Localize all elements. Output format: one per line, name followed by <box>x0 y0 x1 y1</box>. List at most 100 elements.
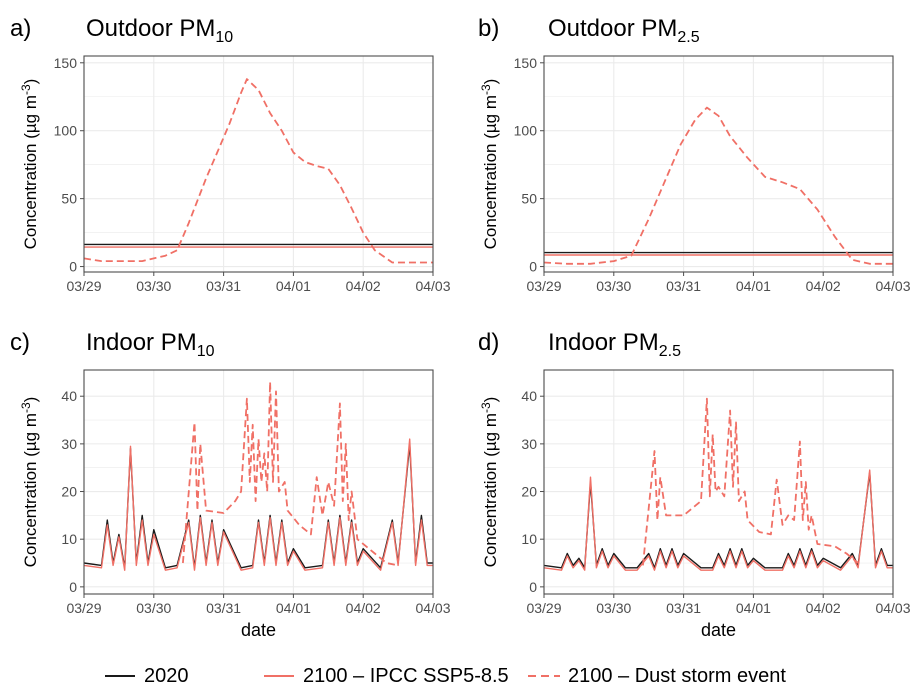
legend-label-2100-dust: 2100 – Dust storm event <box>568 665 786 687</box>
plot-background <box>84 56 433 272</box>
y-axis-label-close: ) <box>21 79 40 85</box>
series-line-2100-dust <box>83 78 433 264</box>
y-tick-label: 150 <box>54 55 78 71</box>
y-tick-label: 40 <box>61 388 77 404</box>
panel-c: 0 10 20 30 40 03/29 03/30 03/31 04/01 04/02 04/03 c… <box>10 329 451 640</box>
panel-title: Outdoor PM2.5 <box>548 15 700 46</box>
x-tick-label: 03/31 <box>206 600 241 616</box>
y-tick-label: 0 <box>69 259 77 275</box>
x-tick-label: 03/30 <box>136 278 171 294</box>
y-tick-label: 20 <box>521 484 537 500</box>
x-tick-label: 04/03 <box>875 600 910 616</box>
series-line-2100-dust <box>543 106 893 265</box>
x-tick-label: 04/03 <box>415 600 450 616</box>
plot-background <box>84 370 433 594</box>
y-axis-label: Concentration (µg m-3) <box>479 397 500 568</box>
x-tick-label: 03/31 <box>206 278 241 294</box>
y-tick-label: 0 <box>529 579 537 595</box>
panel-title-main: Indoor PM <box>548 329 659 356</box>
panel-d: 0 10 20 30 40 03/29 03/30 03/31 04/01 04/02 04/03 d… <box>478 329 911 640</box>
x-tick-label: 04/01 <box>276 600 311 616</box>
panel-b: 0 50 100 150 03/29 03/30 03/31 04/01 04/02 04/03 b… <box>478 15 911 294</box>
y-tick-label: 150 <box>514 55 538 71</box>
x-tick-label: 03/31 <box>666 278 701 294</box>
plot-frame <box>543 55 894 273</box>
series-line-2100-ssp <box>543 469 893 571</box>
panel-title-subscript: 2.5 <box>677 29 699 46</box>
panel-letter: c) <box>10 329 30 356</box>
legend-label-2020: 2020 <box>144 665 189 687</box>
y-axis-label-close: ) <box>21 397 40 403</box>
x-tick-label: 04/01 <box>736 278 771 294</box>
panel-title-main: Indoor PM <box>86 329 197 356</box>
y-axis-label: Concentration (µg m-3) <box>19 397 40 568</box>
y-tick-label: 10 <box>61 531 77 547</box>
panel-title: Indoor PM2.5 <box>548 329 681 360</box>
y-axis-label-close: ) <box>481 79 500 85</box>
y-tick-label: 20 <box>61 484 77 500</box>
plot-frame <box>83 55 434 273</box>
y-axis-label-exponent: -3 <box>479 402 493 413</box>
y-axis-label-text: Concentration (µg m <box>481 413 500 567</box>
series-group <box>83 381 433 571</box>
x-tick-label: 04/01 <box>736 600 771 616</box>
panel-title-subscript: 2.5 <box>659 343 681 360</box>
y-tick-label: 0 <box>69 579 77 595</box>
x-tick-label: 03/30 <box>596 600 631 616</box>
x-tick-label: 03/30 <box>136 600 171 616</box>
legend-label-2100-ssp: 2100 – IPCC SSP5-8.5 <box>303 665 509 687</box>
legend: 2020 2100 – IPCC SSP5-8.5 2100 – Dust st… <box>105 665 786 687</box>
y-tick-label: 0 <box>529 259 537 275</box>
panel-a: 0 50 100 150 03/29 03/30 03/31 04/01 04/02 04/03 a… <box>10 15 451 294</box>
plot-frame <box>543 369 894 595</box>
plot-background <box>544 56 893 272</box>
y-axis-label: Concentration (µg m-3) <box>19 79 40 250</box>
x-tick-label: 04/02 <box>346 600 381 616</box>
series-line-2100-dust <box>642 397 859 566</box>
x-tick-label: 04/03 <box>875 278 910 294</box>
y-tick-label: 30 <box>521 436 537 452</box>
panel-letter: b) <box>478 15 499 42</box>
x-tick-label: 03/29 <box>66 278 101 294</box>
y-tick-label: 10 <box>521 531 537 547</box>
x-axis-label: date <box>701 620 736 640</box>
y-axis-label-text: Concentration (µg m <box>21 95 40 249</box>
series-line-2020 <box>543 471 893 569</box>
series-group <box>543 397 893 571</box>
x-tick-label: 04/03 <box>415 278 450 294</box>
y-axis-label-text: Concentration (µg m <box>21 413 40 567</box>
y-axis-label: Concentration (µg m-3) <box>479 79 500 250</box>
y-tick-label: 50 <box>61 191 77 207</box>
panel-letter: d) <box>478 329 499 356</box>
panel-title: Indoor PM10 <box>86 329 215 360</box>
panel-title-main: Outdoor PM <box>548 15 677 42</box>
y-tick-label: 100 <box>54 123 78 139</box>
series-group <box>543 106 893 265</box>
x-tick-label: 03/29 <box>526 600 561 616</box>
x-axis-label: date <box>241 620 276 640</box>
y-tick-label: 50 <box>521 191 537 207</box>
panel-title-main: Outdoor PM <box>86 15 215 42</box>
x-tick-label: 04/02 <box>806 600 841 616</box>
y-axis-label-exponent: -3 <box>479 84 493 95</box>
y-tick-label: 40 <box>521 388 537 404</box>
x-tick-label: 04/02 <box>346 278 381 294</box>
x-tick-label: 04/01 <box>276 278 311 294</box>
x-tick-label: 04/02 <box>806 278 841 294</box>
y-axis-label-close: ) <box>481 397 500 403</box>
series-group <box>83 78 433 264</box>
x-tick-label: 03/30 <box>596 278 631 294</box>
x-tick-label: 03/29 <box>66 600 101 616</box>
y-tick-label: 100 <box>514 123 538 139</box>
series-line-2100-ssp <box>83 438 433 571</box>
plot-frame <box>83 369 434 595</box>
panel-title-subscript: 10 <box>197 343 215 360</box>
y-axis-label-text: Concentration (µg m <box>481 95 500 249</box>
series-line-2100-dust <box>182 381 399 567</box>
panel-title: Outdoor PM10 <box>86 15 233 46</box>
y-axis-label-exponent: -3 <box>19 84 33 95</box>
x-tick-label: 03/29 <box>526 278 561 294</box>
panel-title-subscript: 10 <box>215 29 233 46</box>
x-tick-label: 03/31 <box>666 600 701 616</box>
panel-letter: a) <box>10 15 31 42</box>
